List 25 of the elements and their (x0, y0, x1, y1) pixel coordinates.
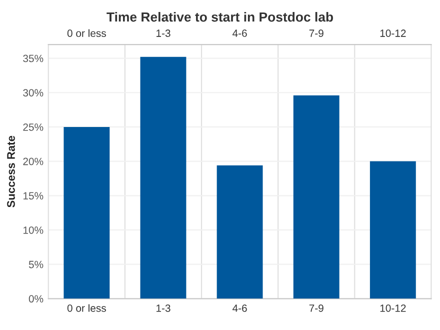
y-tick-label: 35% (23, 54, 44, 62)
y-tick-label: 0% (28, 295, 44, 303)
bar (216, 165, 263, 299)
y-tick-label: 10% (23, 226, 44, 234)
y-tick-label: 15% (23, 192, 44, 200)
bar (370, 161, 416, 299)
bar (64, 126, 110, 299)
y-tick-label: 20% (23, 158, 44, 166)
category-label: 7-9 (309, 30, 324, 37)
category-label: 0 or less (67, 29, 106, 37)
x-tick-label: 7-9 (309, 304, 324, 312)
bar (293, 95, 340, 299)
x-tick-label: 10-12 (380, 304, 406, 312)
category-label: 4-6 (232, 30, 247, 37)
x-tick-label: 0 or less (67, 304, 106, 312)
y-tick-label: 30% (23, 89, 44, 96)
x-tick-label: 1-3 (156, 304, 170, 312)
y-tick-label: 5% (28, 260, 44, 268)
category-label: 1-3 (156, 30, 170, 37)
category-label: 10-12 (380, 30, 406, 37)
y-tick-label: 25% (23, 123, 44, 131)
chart-title: Time Relative to start in Postdoc lab (106, 12, 333, 22)
bar (140, 56, 186, 299)
x-tick-label: 4-6 (232, 304, 247, 312)
y-axis-title: Success Rate (7, 136, 15, 208)
